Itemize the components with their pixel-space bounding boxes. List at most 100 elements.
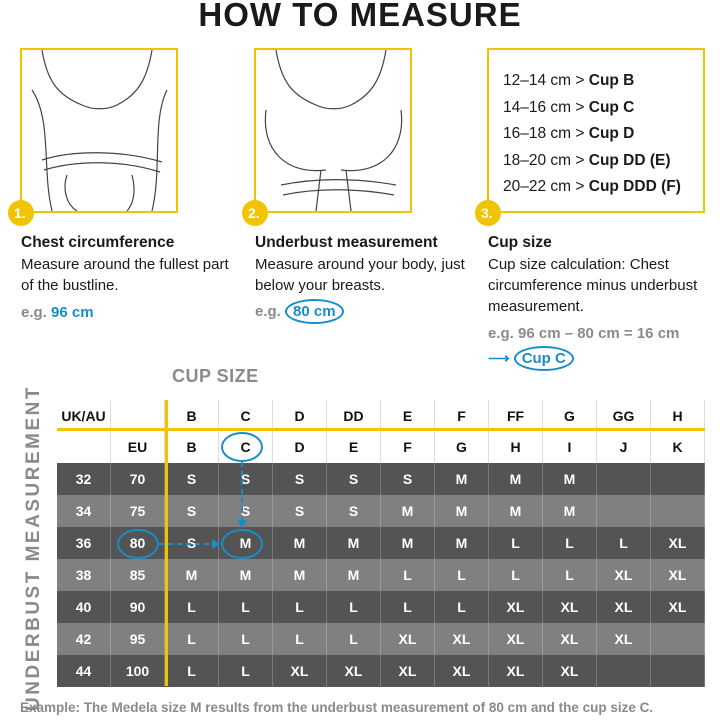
table-cell: L [327,623,381,655]
underbust-axis-label: UNDERBUST MEASUREMENT [23,385,44,711]
table-cell: S [165,495,219,527]
table-cell: B [165,431,219,463]
cup-range-list: 12–14 cm > Cup B 14–16 cm > Cup C 16–18 … [503,68,681,201]
highlight-size-circle [221,529,263,559]
table-cell: 42 [57,623,111,655]
table-row: 36 80 S M M M M M L L L XL [57,527,705,559]
table-cell: XL [543,591,597,623]
underbust-measure-drawing [264,50,403,211]
table-cell: M [273,559,327,591]
table-cell: XL [597,559,651,591]
table-cell: B [165,400,219,428]
table-cell: L [543,559,597,591]
table-cell [597,495,651,527]
step-text: Cup size calculation: Chest circumferenc… [488,256,698,315]
table-cell: S [273,495,327,527]
table-cell: 34 [57,495,111,527]
table-cell: M [273,527,327,559]
chest-measure-drawing [31,50,168,211]
table-cell: FF [489,400,543,428]
table-cell: M [489,463,543,495]
table-cell: K [651,431,705,463]
table-cell: L [219,623,273,655]
table-cell: 40 [57,591,111,623]
cup-range-item: 16–18 cm > Cup D [503,125,635,142]
table-cell: L [219,655,273,687]
highlight-cup-circle [221,432,263,462]
table-cell: UK/AU [57,400,111,428]
table-cell: G [435,431,489,463]
table-cell: EU [111,431,165,463]
table-cell: 90 [111,591,165,623]
table-cell: F [435,400,489,428]
step-example: e.g. 80 cm [255,299,465,324]
page-title: HOW TO MEASURE [198,0,522,33]
table-row: 38 85 M M M M L L L L XL XL [57,559,705,591]
step-text: Measure around the fullest part of the b… [21,256,229,294]
table-cell: 85 [111,559,165,591]
table-cell: DD [327,400,381,428]
table-cell: J [597,431,651,463]
cup-range-box: 12–14 cm > Cup B 14–16 cm > Cup C 16–18 … [487,48,705,213]
table-divider [165,400,168,686]
table-cell: L [489,527,543,559]
table-cell: XL [489,623,543,655]
table-cell [651,495,705,527]
cup-range-item: 14–16 cm > Cup C [503,98,635,116]
table-cell: 44 [57,655,111,687]
table-cell: M [381,527,435,559]
table-cell: XL [597,623,651,655]
step-number-badge: 3. [475,200,501,226]
cup-range-item: 20–22 cm > Cup DDD (F) [503,178,681,195]
footnote: Example: The Medela size M results from … [20,700,654,715]
table-cell: XL [489,591,543,623]
table-cell: 36 [57,527,111,559]
table-cell: XL [273,655,327,687]
table-cell: L [543,527,597,559]
table-cell: L [597,527,651,559]
table-cell: L [327,591,381,623]
step-heading: Cup size [488,234,552,251]
table-cell: M [219,559,273,591]
step-cup: Cup size Cup size calculation: Chest cir… [488,232,713,371]
table-cell: S [165,463,219,495]
cup-range-item: 18–20 cm > Cup DD (E) [503,151,671,169]
underbust-illustration [254,48,412,213]
table-cell: L [435,591,489,623]
table-cell: GG [597,400,651,428]
step-example: e.g. 96 cm – 80 cm = 16 cm [488,325,680,342]
table-cell: 95 [111,623,165,655]
table-cell [57,431,111,463]
table-cell [651,463,705,495]
table-cell: XL [327,655,381,687]
table-cell: L [219,591,273,623]
table-row: 32 70 S S S S S M M M [57,463,705,495]
table-cell: G [543,400,597,428]
step-heading: Underbust measurement [255,234,438,251]
table-cell: L [165,655,219,687]
table-cell: H [489,431,543,463]
step-text: Measure around your body, just below you… [255,256,465,294]
table-cell: C [219,400,273,428]
table-cell: 70 [111,463,165,495]
step-number-badge: 2. [242,200,268,226]
highlight-eu-circle [117,529,159,559]
table-cell: S [165,527,219,559]
arrow-right-icon: ⟶ [488,350,510,367]
table-cell: L [165,591,219,623]
table-cell: I [543,431,597,463]
table-cell: XL [543,623,597,655]
table-row: 40 90 L L L L L L XL XL XL XL [57,591,705,623]
table-cell [597,463,651,495]
chest-illustration [20,48,178,213]
table-cell: 75 [111,495,165,527]
table-row: 34 75 S S S S M M M M [57,495,705,527]
table-cell: S [327,495,381,527]
step-result: ⟶ Cup C [488,346,713,371]
table-cell: M [435,463,489,495]
table-cell: L [165,623,219,655]
table-cell: S [327,463,381,495]
table-cell: XL [489,655,543,687]
table-cell: M [327,527,381,559]
header-row-eu: EU B C D E F G H I J K [57,431,705,463]
